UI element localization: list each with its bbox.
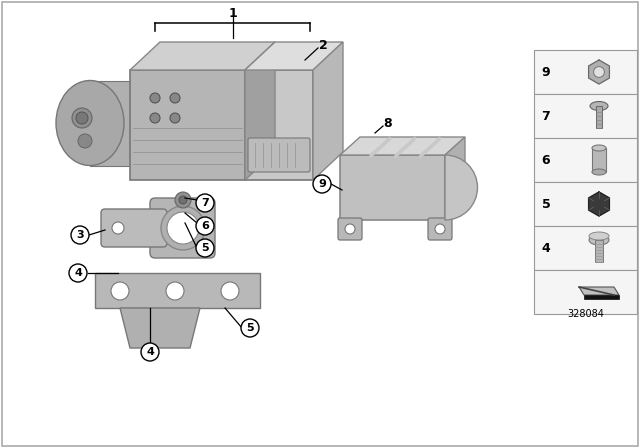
Text: 4: 4	[146, 347, 154, 357]
Circle shape	[196, 217, 214, 235]
Circle shape	[594, 67, 604, 78]
Ellipse shape	[589, 232, 609, 240]
Text: 328084: 328084	[567, 309, 604, 319]
FancyBboxPatch shape	[340, 155, 445, 220]
Polygon shape	[95, 273, 260, 308]
Polygon shape	[589, 192, 609, 216]
Circle shape	[166, 282, 184, 300]
Circle shape	[78, 134, 92, 148]
Text: 8: 8	[384, 116, 392, 129]
Circle shape	[167, 212, 199, 244]
FancyBboxPatch shape	[150, 198, 215, 258]
Bar	[534, 50, 637, 94]
Circle shape	[111, 282, 129, 300]
Text: 5: 5	[201, 243, 209, 253]
Circle shape	[313, 175, 331, 193]
Circle shape	[345, 224, 355, 234]
Circle shape	[221, 282, 239, 300]
Polygon shape	[130, 42, 275, 70]
Text: 9: 9	[541, 65, 550, 78]
Circle shape	[241, 319, 259, 337]
Bar	[595, 240, 603, 262]
Polygon shape	[370, 137, 390, 158]
Text: 9: 9	[318, 179, 326, 189]
Circle shape	[196, 194, 214, 212]
Bar	[534, 226, 637, 270]
Ellipse shape	[590, 102, 608, 111]
FancyBboxPatch shape	[338, 218, 362, 240]
Polygon shape	[445, 137, 465, 220]
Text: 6: 6	[541, 154, 550, 167]
Text: 4: 4	[541, 241, 550, 254]
Ellipse shape	[592, 169, 606, 175]
Polygon shape	[120, 308, 200, 348]
Circle shape	[435, 224, 445, 234]
Polygon shape	[245, 42, 275, 180]
Bar	[596, 106, 602, 128]
Polygon shape	[395, 137, 415, 158]
Ellipse shape	[592, 145, 606, 151]
Polygon shape	[313, 42, 343, 180]
Circle shape	[150, 113, 160, 123]
Polygon shape	[584, 295, 619, 299]
Circle shape	[161, 206, 205, 250]
Wedge shape	[445, 155, 477, 220]
Circle shape	[179, 196, 187, 204]
Polygon shape	[589, 60, 609, 84]
Bar	[534, 94, 637, 138]
Bar	[534, 138, 637, 182]
Text: 4: 4	[74, 268, 82, 278]
Circle shape	[170, 113, 180, 123]
Text: 5: 5	[246, 323, 254, 333]
Circle shape	[150, 93, 160, 103]
Text: 1: 1	[228, 7, 237, 20]
Bar	[90, 81, 145, 165]
Ellipse shape	[56, 81, 124, 165]
Polygon shape	[420, 137, 440, 158]
FancyBboxPatch shape	[248, 138, 310, 172]
FancyBboxPatch shape	[428, 218, 452, 240]
Text: 7: 7	[201, 198, 209, 208]
Bar	[534, 182, 637, 226]
Ellipse shape	[589, 235, 609, 245]
Text: 3: 3	[76, 230, 84, 240]
Circle shape	[141, 343, 159, 361]
Circle shape	[196, 239, 214, 257]
Circle shape	[175, 192, 191, 208]
Circle shape	[112, 222, 124, 234]
Polygon shape	[245, 42, 343, 70]
Ellipse shape	[131, 81, 159, 165]
Text: 6: 6	[201, 221, 209, 231]
Text: 2: 2	[319, 39, 328, 52]
Bar	[592, 148, 606, 172]
FancyBboxPatch shape	[245, 70, 313, 180]
Polygon shape	[340, 137, 465, 155]
Circle shape	[76, 112, 88, 124]
Bar	[534, 270, 637, 314]
Text: 7: 7	[541, 109, 550, 122]
Circle shape	[72, 108, 92, 128]
Circle shape	[170, 93, 180, 103]
Polygon shape	[579, 287, 619, 295]
Circle shape	[71, 226, 89, 244]
Circle shape	[69, 264, 87, 282]
FancyBboxPatch shape	[130, 70, 245, 180]
Text: 5: 5	[541, 198, 550, 211]
FancyBboxPatch shape	[101, 209, 167, 247]
